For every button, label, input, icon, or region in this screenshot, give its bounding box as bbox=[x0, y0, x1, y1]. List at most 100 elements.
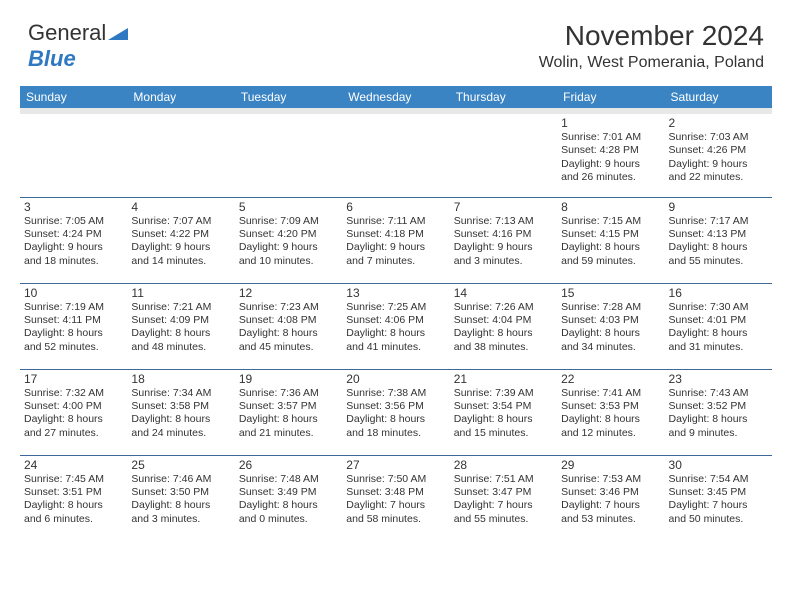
daylight-line: Daylight: 9 hours bbox=[669, 158, 768, 171]
calendar-cell: 22Sunrise: 7:41 AMSunset: 3:53 PMDayligh… bbox=[557, 369, 664, 455]
daylight-line: and 0 minutes. bbox=[239, 513, 338, 526]
daylight-line: Daylight: 8 hours bbox=[346, 327, 445, 340]
sunset-line: Sunset: 4:26 PM bbox=[669, 144, 768, 157]
calendar-cell: 27Sunrise: 7:50 AMSunset: 3:48 PMDayligh… bbox=[342, 455, 449, 541]
sunrise-line: Sunrise: 7:38 AM bbox=[346, 387, 445, 400]
weekday-row: SundayMondayTuesdayWednesdayThursdayFrid… bbox=[20, 86, 772, 111]
sunset-line: Sunset: 3:56 PM bbox=[346, 400, 445, 413]
day-number: 17 bbox=[24, 372, 123, 386]
calendar-cell: 17Sunrise: 7:32 AMSunset: 4:00 PMDayligh… bbox=[20, 369, 127, 455]
daylight-line: and 52 minutes. bbox=[24, 341, 123, 354]
day-number: 30 bbox=[669, 458, 768, 472]
sunrise-line: Sunrise: 7:45 AM bbox=[24, 473, 123, 486]
sunrise-line: Sunrise: 7:46 AM bbox=[131, 473, 230, 486]
calendar-week-row: 3Sunrise: 7:05 AMSunset: 4:24 PMDaylight… bbox=[20, 197, 772, 283]
logo: General Blue bbox=[28, 20, 128, 72]
sunset-line: Sunset: 4:09 PM bbox=[131, 314, 230, 327]
sunrise-line: Sunrise: 7:21 AM bbox=[131, 301, 230, 314]
calendar-cell: 11Sunrise: 7:21 AMSunset: 4:09 PMDayligh… bbox=[127, 283, 234, 369]
logo-word-1: General bbox=[28, 20, 106, 45]
calendar-cell: 28Sunrise: 7:51 AMSunset: 3:47 PMDayligh… bbox=[450, 455, 557, 541]
daylight-line: and 58 minutes. bbox=[346, 513, 445, 526]
daylight-line: Daylight: 8 hours bbox=[131, 499, 230, 512]
calendar-cell: 16Sunrise: 7:30 AMSunset: 4:01 PMDayligh… bbox=[665, 283, 772, 369]
daylight-line: and 48 minutes. bbox=[131, 341, 230, 354]
daylight-line: and 18 minutes. bbox=[24, 255, 123, 268]
sunset-line: Sunset: 4:24 PM bbox=[24, 228, 123, 241]
calendar-cell: 13Sunrise: 7:25 AMSunset: 4:06 PMDayligh… bbox=[342, 283, 449, 369]
sunrise-line: Sunrise: 7:30 AM bbox=[669, 301, 768, 314]
weekday-header: Saturday bbox=[665, 86, 772, 111]
daylight-line: Daylight: 9 hours bbox=[131, 241, 230, 254]
calendar-cell: 1Sunrise: 7:01 AMSunset: 4:28 PMDaylight… bbox=[557, 111, 664, 197]
daylight-line: Daylight: 8 hours bbox=[131, 413, 230, 426]
sunset-line: Sunset: 3:52 PM bbox=[669, 400, 768, 413]
daylight-line: Daylight: 8 hours bbox=[561, 241, 660, 254]
logo-text: General Blue bbox=[28, 20, 128, 72]
calendar-cell: 5Sunrise: 7:09 AMSunset: 4:20 PMDaylight… bbox=[235, 197, 342, 283]
daylight-line: and 9 minutes. bbox=[669, 427, 768, 440]
day-number: 3 bbox=[24, 200, 123, 214]
calendar-cell: 12Sunrise: 7:23 AMSunset: 4:08 PMDayligh… bbox=[235, 283, 342, 369]
daylight-line: and 21 minutes. bbox=[239, 427, 338, 440]
calendar-cell: 6Sunrise: 7:11 AMSunset: 4:18 PMDaylight… bbox=[342, 197, 449, 283]
daylight-line: Daylight: 8 hours bbox=[239, 327, 338, 340]
day-number: 27 bbox=[346, 458, 445, 472]
sunrise-line: Sunrise: 7:36 AM bbox=[239, 387, 338, 400]
sunset-line: Sunset: 4:01 PM bbox=[669, 314, 768, 327]
daylight-line: Daylight: 7 hours bbox=[454, 499, 553, 512]
calendar-cell: 24Sunrise: 7:45 AMSunset: 3:51 PMDayligh… bbox=[20, 455, 127, 541]
sunrise-line: Sunrise: 7:32 AM bbox=[24, 387, 123, 400]
day-number: 13 bbox=[346, 286, 445, 300]
daylight-line: Daylight: 8 hours bbox=[24, 499, 123, 512]
sunset-line: Sunset: 4:13 PM bbox=[669, 228, 768, 241]
calendar-cell: 18Sunrise: 7:34 AMSunset: 3:58 PMDayligh… bbox=[127, 369, 234, 455]
sunrise-line: Sunrise: 7:17 AM bbox=[669, 215, 768, 228]
title-month: November 2024 bbox=[539, 20, 764, 52]
calendar-cell: 29Sunrise: 7:53 AMSunset: 3:46 PMDayligh… bbox=[557, 455, 664, 541]
calendar-table: SundayMondayTuesdayWednesdayThursdayFrid… bbox=[20, 86, 772, 541]
sunset-line: Sunset: 3:51 PM bbox=[24, 486, 123, 499]
sunrise-line: Sunrise: 7:51 AM bbox=[454, 473, 553, 486]
daylight-line: Daylight: 8 hours bbox=[239, 413, 338, 426]
calendar-cell: 20Sunrise: 7:38 AMSunset: 3:56 PMDayligh… bbox=[342, 369, 449, 455]
calendar-cell: 30Sunrise: 7:54 AMSunset: 3:45 PMDayligh… bbox=[665, 455, 772, 541]
sunset-line: Sunset: 4:00 PM bbox=[24, 400, 123, 413]
calendar-cell: 8Sunrise: 7:15 AMSunset: 4:15 PMDaylight… bbox=[557, 197, 664, 283]
daylight-line: and 7 minutes. bbox=[346, 255, 445, 268]
day-number: 14 bbox=[454, 286, 553, 300]
day-number: 8 bbox=[561, 200, 660, 214]
sunset-line: Sunset: 4:16 PM bbox=[454, 228, 553, 241]
daylight-line: and 45 minutes. bbox=[239, 341, 338, 354]
sunrise-line: Sunrise: 7:03 AM bbox=[669, 131, 768, 144]
sunset-line: Sunset: 4:15 PM bbox=[561, 228, 660, 241]
sunset-line: Sunset: 4:03 PM bbox=[561, 314, 660, 327]
sunset-line: Sunset: 4:18 PM bbox=[346, 228, 445, 241]
day-number: 23 bbox=[669, 372, 768, 386]
sunrise-line: Sunrise: 7:09 AM bbox=[239, 215, 338, 228]
sunset-line: Sunset: 4:11 PM bbox=[24, 314, 123, 327]
sunset-line: Sunset: 3:46 PM bbox=[561, 486, 660, 499]
sunset-line: Sunset: 3:54 PM bbox=[454, 400, 553, 413]
title-block: November 2024 Wolin, West Pomerania, Pol… bbox=[539, 20, 764, 72]
calendar-week-row: 1Sunrise: 7:01 AMSunset: 4:28 PMDaylight… bbox=[20, 111, 772, 197]
daylight-line: Daylight: 8 hours bbox=[131, 327, 230, 340]
daylight-line: and 24 minutes. bbox=[131, 427, 230, 440]
day-number: 10 bbox=[24, 286, 123, 300]
sunrise-line: Sunrise: 7:01 AM bbox=[561, 131, 660, 144]
sunrise-line: Sunrise: 7:23 AM bbox=[239, 301, 338, 314]
calendar-week-row: 10Sunrise: 7:19 AMSunset: 4:11 PMDayligh… bbox=[20, 283, 772, 369]
calendar-cell: 2Sunrise: 7:03 AMSunset: 4:26 PMDaylight… bbox=[665, 111, 772, 197]
daylight-line: Daylight: 8 hours bbox=[24, 413, 123, 426]
day-number: 11 bbox=[131, 286, 230, 300]
sunrise-line: Sunrise: 7:13 AM bbox=[454, 215, 553, 228]
sunrise-line: Sunrise: 7:34 AM bbox=[131, 387, 230, 400]
day-number: 15 bbox=[561, 286, 660, 300]
daylight-line: and 10 minutes. bbox=[239, 255, 338, 268]
weekday-header: Monday bbox=[127, 86, 234, 111]
day-number: 4 bbox=[131, 200, 230, 214]
daylight-line: and 50 minutes. bbox=[669, 513, 768, 526]
daylight-line: Daylight: 8 hours bbox=[454, 327, 553, 340]
weekday-header: Friday bbox=[557, 86, 664, 111]
calendar-week-row: 24Sunrise: 7:45 AMSunset: 3:51 PMDayligh… bbox=[20, 455, 772, 541]
